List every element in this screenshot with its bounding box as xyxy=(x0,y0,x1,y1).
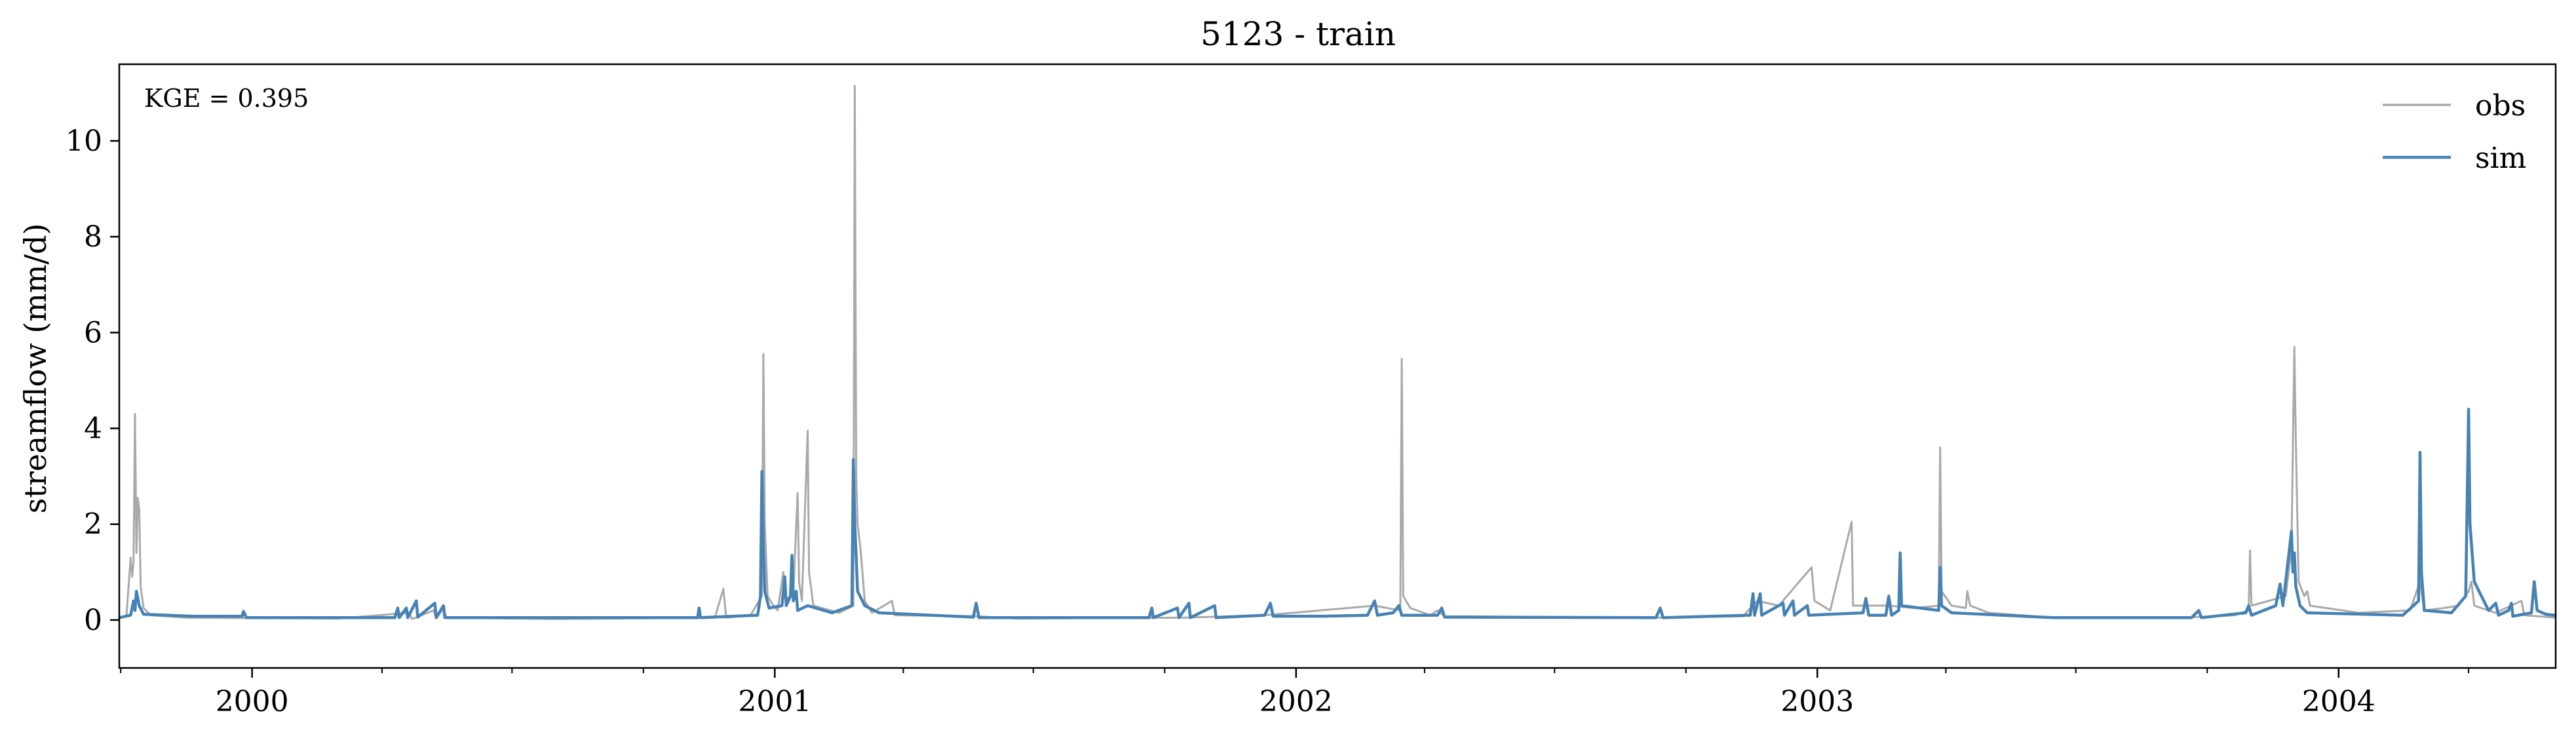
x-tick-label: 2001 xyxy=(738,685,811,718)
x-axis: 2000 2001 2002 2003 2004 xyxy=(120,668,2470,718)
y-tick-label: 2 xyxy=(84,508,102,541)
plot-frame xyxy=(118,63,2557,669)
y-tick-label: 10 xyxy=(66,125,102,158)
y-axis-label: streamflow (mm/d) xyxy=(18,224,53,514)
y-tick-label: 0 xyxy=(84,604,102,637)
y-tick-label: 4 xyxy=(84,412,102,446)
legend-obs-label: obs xyxy=(2475,89,2526,123)
x-tick-label: 2003 xyxy=(1780,685,1854,718)
series-line-sim xyxy=(119,408,2556,619)
x-tick-label: 2004 xyxy=(2302,685,2375,718)
legend-sim-label: sim xyxy=(2475,142,2526,175)
x-tick-label: 2002 xyxy=(1259,685,1333,718)
y-axis: 0 2 4 6 8 10 xyxy=(66,125,119,637)
y-tick-label: 6 xyxy=(84,316,102,349)
kge-annotation: KGE = 0.395 xyxy=(144,84,309,113)
chart-title: 5123 - train xyxy=(1201,15,1396,53)
series-layer xyxy=(119,85,2556,620)
x-tick-label: 2000 xyxy=(216,685,289,718)
legend: obs sim xyxy=(2383,89,2526,175)
y-tick-label: 8 xyxy=(84,220,102,254)
